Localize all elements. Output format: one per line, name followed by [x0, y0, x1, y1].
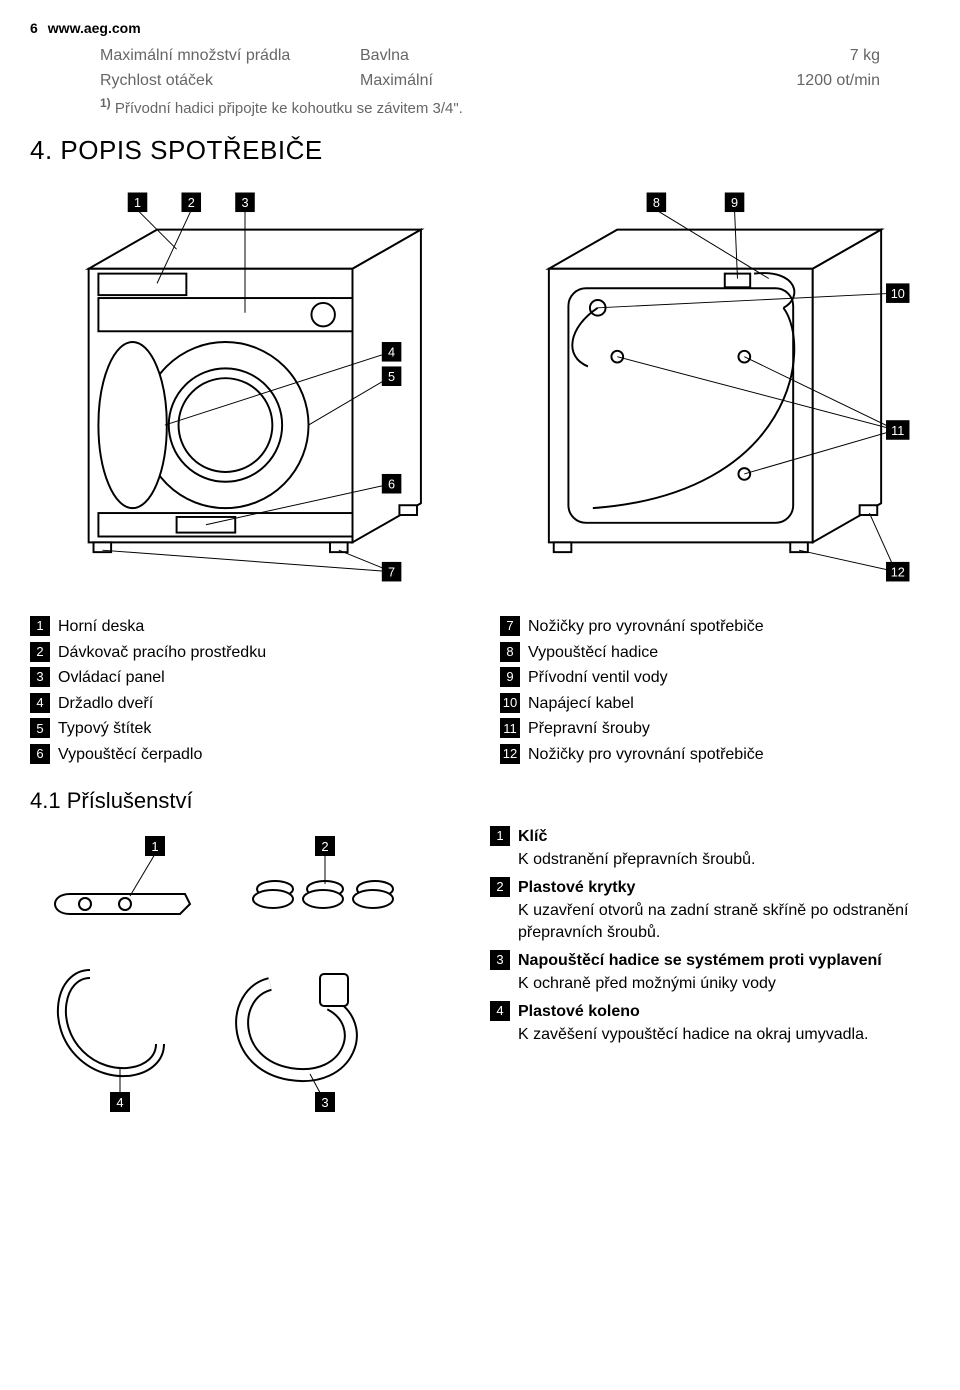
spec-label: Maximální množství prádla	[100, 47, 360, 65]
legend-text: Přívodní ventil vody	[528, 667, 668, 689]
section-title: 4. POPIS SPOTŘEBIČE	[30, 135, 930, 166]
acc-callout-1: 1	[151, 839, 158, 854]
table-row: Maximální množství prádla Bavlna 7 kg	[100, 44, 880, 69]
subsection-title: 4.1 Příslušenství	[30, 788, 930, 814]
legend-num: 7	[500, 616, 520, 636]
callout-1: 1	[134, 196, 141, 210]
legend-num: 3	[30, 667, 50, 687]
page-header: 6 www.aeg.com	[30, 20, 930, 36]
callout-12: 12	[891, 566, 905, 580]
callout-7: 7	[388, 566, 395, 580]
legend-num: 6	[30, 744, 50, 764]
acc-callout-2: 2	[321, 839, 328, 854]
callout-6: 6	[388, 478, 395, 492]
legend-num: 8	[500, 642, 520, 662]
callout-5: 5	[388, 370, 395, 384]
legend-text: Nožičky pro vyrovnání spotřebiče	[528, 744, 764, 766]
callout-8: 8	[653, 196, 660, 210]
footnote: 1) Přívodní hadici připojte ke kohoutku …	[100, 96, 880, 117]
acc-callout-3: 3	[321, 1095, 328, 1110]
acc-desc: K ochraně před možnými úniky vody	[518, 973, 930, 995]
legend-num: 11	[500, 718, 520, 738]
acc-title: Plastové koleno	[518, 1001, 640, 1023]
legend-text: Dávkovač pracího prostředku	[58, 642, 266, 664]
legend-text: Typový štítek	[58, 718, 151, 740]
legend-left-col: 1 Horní deska 2 Dávkovač pracího prostředk…	[30, 612, 460, 770]
page-number: 6	[30, 20, 38, 36]
spec-label: Rychlost otáček	[100, 72, 360, 90]
spec-value: 7 kg	[640, 47, 880, 65]
acc-num: 1	[490, 826, 510, 846]
legend-text: Napájecí kabel	[528, 693, 634, 715]
front-view-diagram: 1 2 3 4 5 6 7	[30, 176, 460, 596]
callout-4: 4	[388, 346, 395, 360]
callout-3: 3	[241, 196, 248, 210]
footnote-text: Přívodní hadici připojte ke kohoutku se …	[115, 100, 463, 117]
legend-num: 2	[30, 642, 50, 662]
accessories-text: 1 Klíč K odstranění přepravních šroubů. 2…	[490, 824, 930, 1052]
acc-desc: K odstranění přepravních šroubů.	[518, 849, 930, 871]
accessories-block: 1 2 3 4 1 Klíč K odstranění přepravních š…	[30, 824, 930, 1114]
appliance-diagrams: 1 2 3 4 5 6 7	[30, 176, 930, 596]
legend-num: 12	[500, 744, 520, 764]
acc-desc: K zavěšení vypouštěcí hadice na okraj um…	[518, 1024, 930, 1046]
acc-title: Napouštěcí hadice se systémem proti vypl…	[518, 950, 882, 972]
legend-text: Horní deska	[58, 616, 144, 638]
legend-text: Vypouštěcí čerpadlo	[58, 744, 202, 766]
legend-right-col: 7 Nožičky pro vyrovnání spotřebiče 8 Vypou…	[500, 612, 930, 770]
table-row: Rychlost otáček Maximální 1200 ot/min	[100, 69, 880, 94]
legend-text: Nožičky pro vyrovnání spotřebiče	[528, 616, 764, 638]
legend-num: 5	[30, 718, 50, 738]
acc-title: Klíč	[518, 826, 547, 848]
callout-10: 10	[891, 287, 905, 301]
legend-text: Přepravní šrouby	[528, 718, 650, 740]
accessories-diagram: 1 2 3 4	[30, 824, 460, 1114]
spec-mid: Maximální	[360, 72, 640, 90]
footnote-marker: 1)	[100, 96, 111, 110]
acc-desc: K uzavření otvorů na zadní straně skříně…	[518, 900, 930, 943]
callout-9: 9	[731, 196, 738, 210]
callout-11: 11	[891, 424, 904, 438]
legend-num: 1	[30, 616, 50, 636]
callout-2: 2	[188, 196, 195, 210]
legend: 1 Horní deska 2 Dávkovač pracího prostředk…	[30, 612, 930, 770]
spec-mid: Bavlna	[360, 47, 640, 65]
legend-num: 4	[30, 693, 50, 713]
acc-title: Plastové krytky	[518, 877, 635, 899]
legend-text: Držadlo dveří	[58, 693, 153, 715]
acc-num: 3	[490, 950, 510, 970]
back-view-diagram: 8 9 10 11 12	[500, 176, 930, 596]
legend-text: Ovládací panel	[58, 667, 165, 689]
spec-table: Maximální množství prádla Bavlna 7 kg Ry…	[100, 44, 880, 117]
acc-num: 2	[490, 877, 510, 897]
acc-callout-4: 4	[116, 1095, 123, 1110]
spec-value: 1200 ot/min	[640, 72, 880, 90]
legend-num: 10	[500, 693, 520, 713]
acc-num: 4	[490, 1001, 510, 1021]
site-url: www.aeg.com	[48, 20, 141, 36]
legend-num: 9	[500, 667, 520, 687]
legend-text: Vypouštěcí hadice	[528, 642, 658, 664]
